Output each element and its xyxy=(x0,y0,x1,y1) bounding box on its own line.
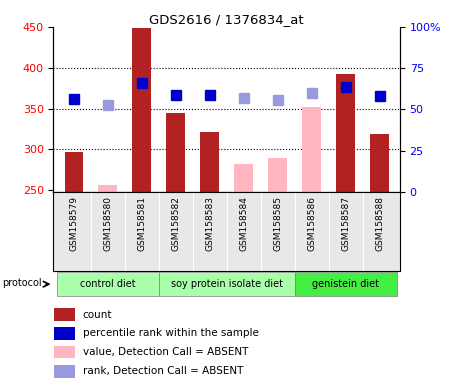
Text: GSM158586: GSM158586 xyxy=(307,196,316,251)
Text: GSM158582: GSM158582 xyxy=(171,196,180,251)
Text: rank, Detection Call = ABSENT: rank, Detection Call = ABSENT xyxy=(83,366,243,376)
Text: GSM158583: GSM158583 xyxy=(205,196,214,251)
Title: GDS2616 / 1376834_at: GDS2616 / 1376834_at xyxy=(149,13,304,26)
Bar xyxy=(57,272,159,296)
Bar xyxy=(54,308,74,321)
Text: control diet: control diet xyxy=(80,279,136,289)
Text: GSM158579: GSM158579 xyxy=(69,196,79,251)
Bar xyxy=(54,365,74,378)
Text: count: count xyxy=(83,310,112,320)
Bar xyxy=(295,272,397,296)
Text: GSM158585: GSM158585 xyxy=(273,196,282,251)
Text: soy protein isolate diet: soy protein isolate diet xyxy=(171,279,283,289)
Bar xyxy=(268,158,287,192)
Bar xyxy=(302,107,321,192)
Text: protocol: protocol xyxy=(2,278,42,288)
Bar xyxy=(159,272,295,296)
Bar xyxy=(336,74,355,192)
Bar xyxy=(54,327,74,339)
Bar xyxy=(99,185,117,192)
Text: percentile rank within the sample: percentile rank within the sample xyxy=(83,328,259,338)
Text: genistein diet: genistein diet xyxy=(312,279,379,289)
Bar xyxy=(65,152,83,192)
Bar xyxy=(166,113,185,192)
Text: value, Detection Call = ABSENT: value, Detection Call = ABSENT xyxy=(83,347,248,357)
Text: GSM158580: GSM158580 xyxy=(103,196,113,251)
Text: GSM158588: GSM158588 xyxy=(375,196,384,251)
Bar xyxy=(133,28,151,192)
Text: GSM158584: GSM158584 xyxy=(239,196,248,251)
Bar xyxy=(234,164,253,192)
Text: GSM158581: GSM158581 xyxy=(137,196,146,251)
Bar xyxy=(370,134,389,192)
Bar xyxy=(200,131,219,192)
Text: GSM158587: GSM158587 xyxy=(341,196,350,251)
Bar xyxy=(54,346,74,358)
